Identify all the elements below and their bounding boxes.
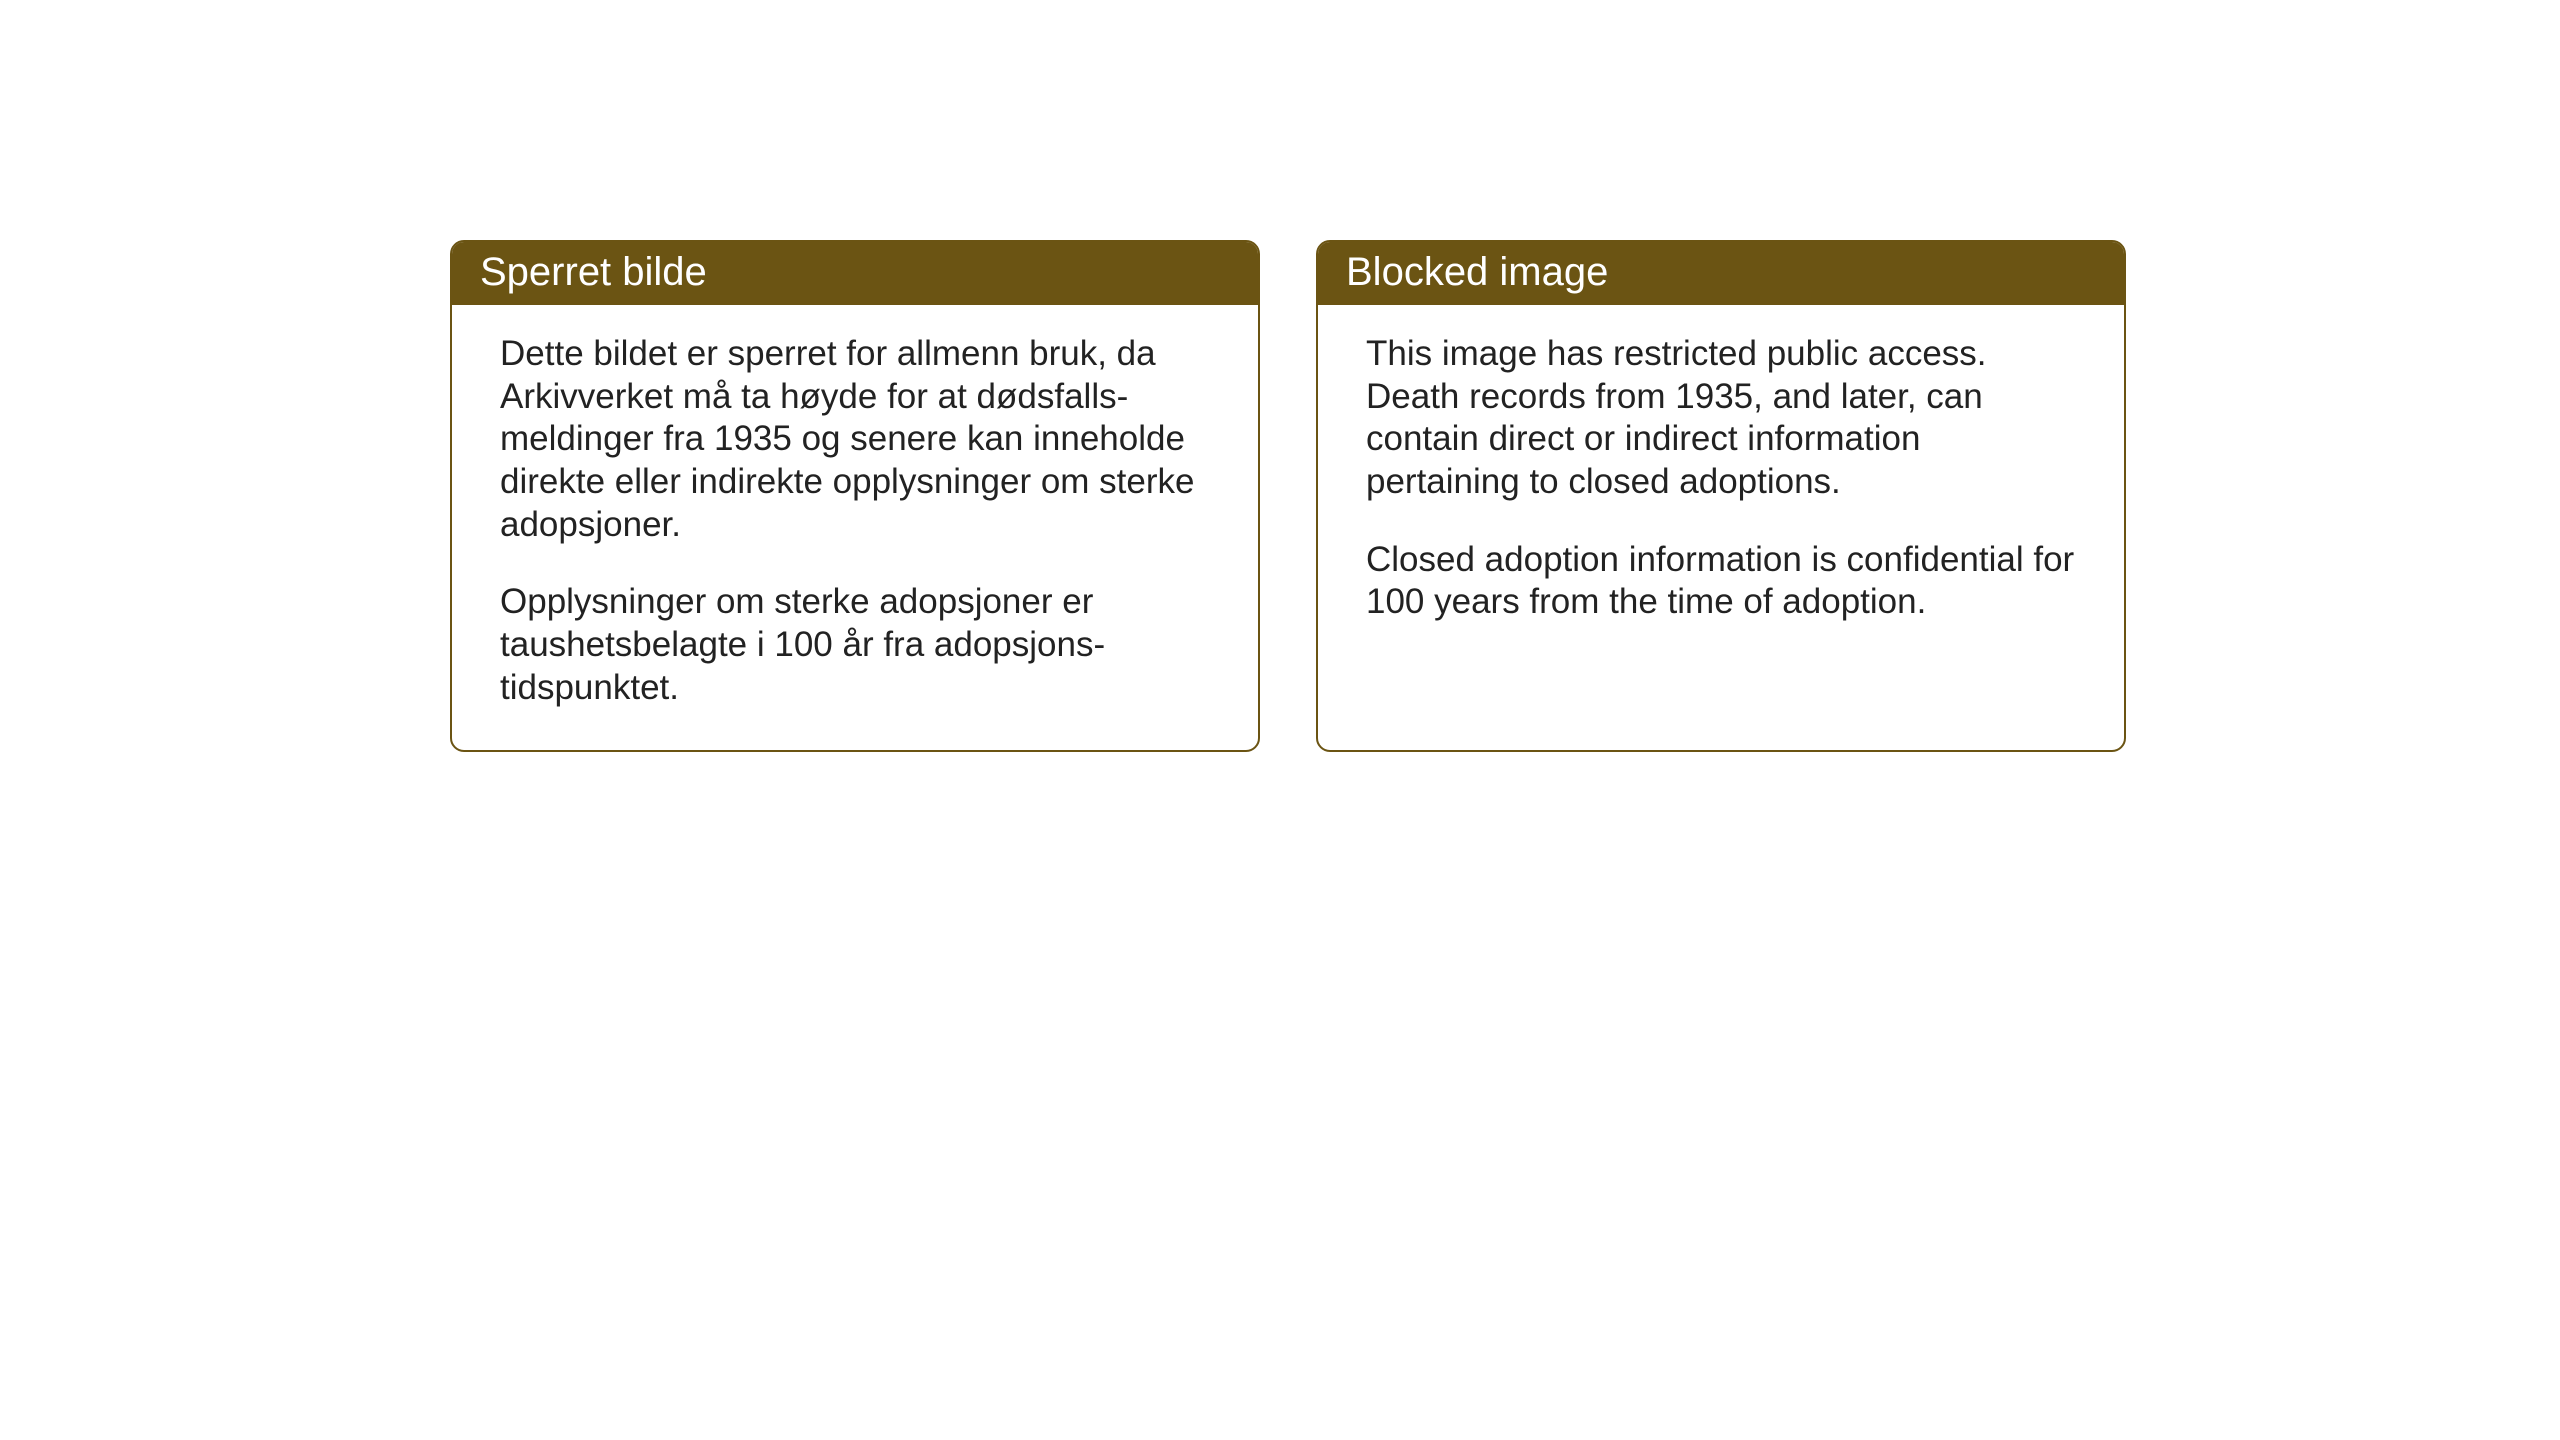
notice-header-norwegian: Sperret bilde [452,242,1258,305]
notice-title-norwegian: Sperret bilde [480,250,707,294]
notice-card-norwegian: Sperret bilde Dette bildet er sperret fo… [450,240,1260,752]
notice-header-english: Blocked image [1318,242,2124,305]
notice-card-english: Blocked image This image has restricted … [1316,240,2126,752]
notice-body-english: This image has restricted public access.… [1318,305,2124,664]
notice-container: Sperret bilde Dette bildet er sperret fo… [450,240,2126,752]
notice-paragraph-2-norwegian: Opplysninger om sterke adopsjoner er tau… [500,581,1210,709]
notice-paragraph-2-english: Closed adoption information is confident… [1366,539,2076,624]
notice-paragraph-1-english: This image has restricted public access.… [1366,333,2076,504]
notice-body-norwegian: Dette bildet er sperret for allmenn bruk… [452,305,1258,750]
notice-paragraph-1-norwegian: Dette bildet er sperret for allmenn bruk… [500,333,1210,546]
notice-title-english: Blocked image [1346,250,1608,294]
